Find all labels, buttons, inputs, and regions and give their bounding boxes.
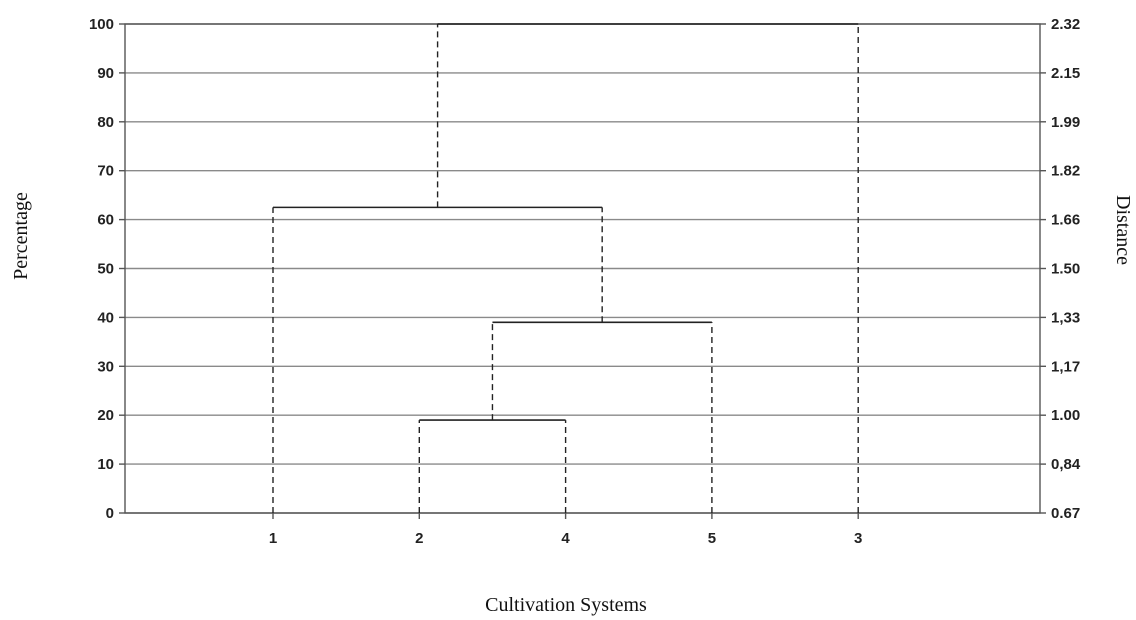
left-tick-label: 100 <box>89 16 114 33</box>
right-tick-label: 0,84 <box>1051 456 1081 473</box>
right-tick-label: 1.00 <box>1051 407 1080 424</box>
right-tick-label: 2.32 <box>1051 16 1080 33</box>
leaf-label: 4 <box>561 530 570 547</box>
left-tick-label: 30 <box>97 358 114 375</box>
right-tick-label: 1.66 <box>1051 212 1080 229</box>
leaf-label: 1 <box>269 530 277 547</box>
leaf-label: 5 <box>708 530 716 547</box>
left-tick-label: 40 <box>97 309 114 326</box>
right-tick-label: 0.67 <box>1051 505 1080 522</box>
right-axis-tick-labels: 0.67 0,84 1.00 1,17 1,33 1.50 1.66 1.82 1.99 2.15… <box>1051 16 1081 522</box>
x-axis-title: Cultivation Systems <box>485 594 647 616</box>
left-tick-label: 50 <box>97 261 114 278</box>
leaf-labels: 1 2 4 5 3 <box>269 530 863 547</box>
left-axis-tick-labels: 0 10 20 30 40 50 60 70 80 90 100 <box>89 16 114 522</box>
dendrogram-branches <box>272 23 859 513</box>
axis-ticks <box>119 23 1046 519</box>
left-tick-label: 20 <box>97 407 114 424</box>
right-tick-label: 1,33 <box>1051 309 1080 326</box>
left-tick-label: 90 <box>97 65 114 82</box>
right-axis-title: Distance <box>1112 195 1134 265</box>
right-tick-label: 1,17 <box>1051 358 1080 375</box>
left-tick-label: 80 <box>97 114 114 131</box>
left-tick-label: 60 <box>97 212 114 229</box>
right-tick-label: 1.99 <box>1051 114 1080 131</box>
left-tick-label: 10 <box>97 456 114 473</box>
right-tick-label: 1.82 <box>1051 163 1080 180</box>
left-tick-label: 0 <box>106 505 114 522</box>
gridlines <box>125 23 1040 514</box>
left-tick-label: 70 <box>97 163 114 180</box>
leaf-label: 2 <box>415 530 423 547</box>
right-tick-label: 1.50 <box>1051 261 1080 278</box>
right-tick-label: 2.15 <box>1051 65 1080 82</box>
leaf-label: 3 <box>854 530 862 547</box>
left-axis-title: Percentage <box>10 192 32 280</box>
